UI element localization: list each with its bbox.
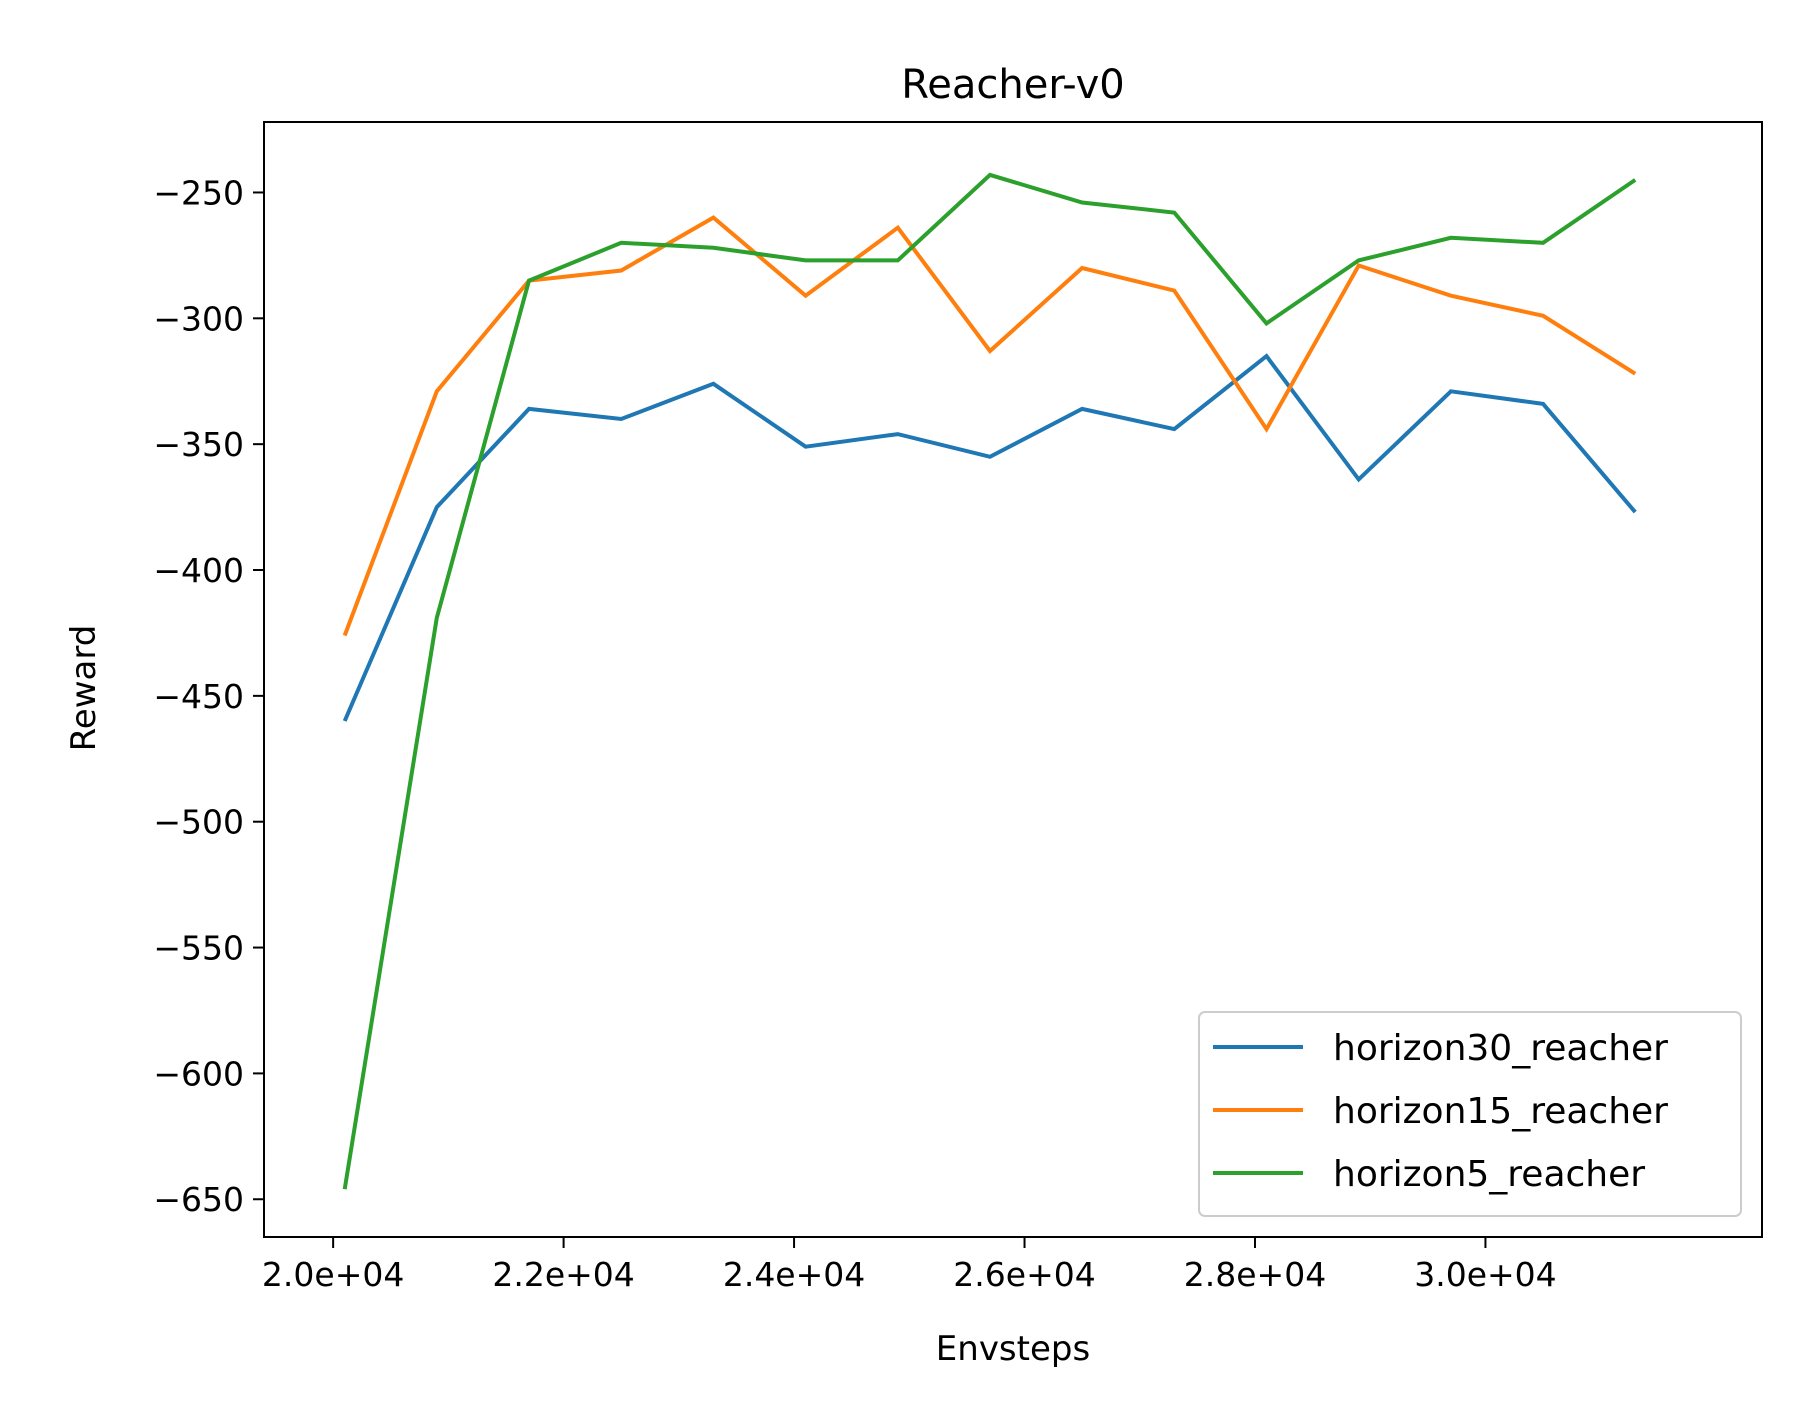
legend-box (1198, 1011, 1742, 1217)
x-tick-label: 2.0e+04 (262, 1255, 404, 1294)
series-line-horizon15_reacher (342, 215, 1637, 637)
x-tick-label: 3.0e+04 (1414, 1255, 1556, 1294)
y-axis-label: Reward (64, 625, 104, 752)
x-tick-label: 2.6e+04 (953, 1255, 1095, 1294)
y-tick-label: −250 (153, 173, 244, 212)
series-line-horizon30_reacher (342, 353, 1637, 722)
x-tick-label: 2.8e+04 (1184, 1255, 1326, 1294)
legend-label-horizon30_reacher: horizon30_reacher (1333, 1028, 1668, 1069)
y-tick-label: −450 (153, 677, 244, 716)
y-tick-label: −500 (153, 803, 244, 842)
chart-title: Reacher-v0 (901, 62, 1124, 108)
y-tick-label: −600 (153, 1054, 244, 1093)
y-axis: −250 −300 −350 −400 −450 −500 −550 −600 −650 (153, 173, 264, 1219)
x-tick-label: 2.4e+04 (723, 1255, 865, 1294)
y-tick-label: −350 (153, 425, 244, 464)
series-line-horizon5_reacher (342, 172, 1637, 1190)
legend: horizon30_reacher horizon15_reacherhorizo… (1198, 1011, 1742, 1217)
x-tick-label: 2.2e+04 (492, 1255, 634, 1294)
legend-label-horizon5_reacher: horizon5_reacher (1333, 1154, 1645, 1195)
y-tick-label: −400 (153, 551, 244, 590)
plot-area (342, 172, 1637, 1190)
x-axis: 2.0e+04 2.2e+04 2.4e+04 2.6e+04 2.8e+04 3.0e+… (262, 1237, 1557, 1294)
x-axis-label: Envsteps (936, 1329, 1090, 1369)
y-tick-label: −300 (153, 299, 244, 338)
y-tick-label: −550 (153, 929, 244, 968)
legend-label-horizon15_reacher: horizon15_reacher (1333, 1091, 1668, 1132)
plot-frame (263, 121, 1763, 1238)
y-tick-label: −650 (153, 1180, 244, 1219)
